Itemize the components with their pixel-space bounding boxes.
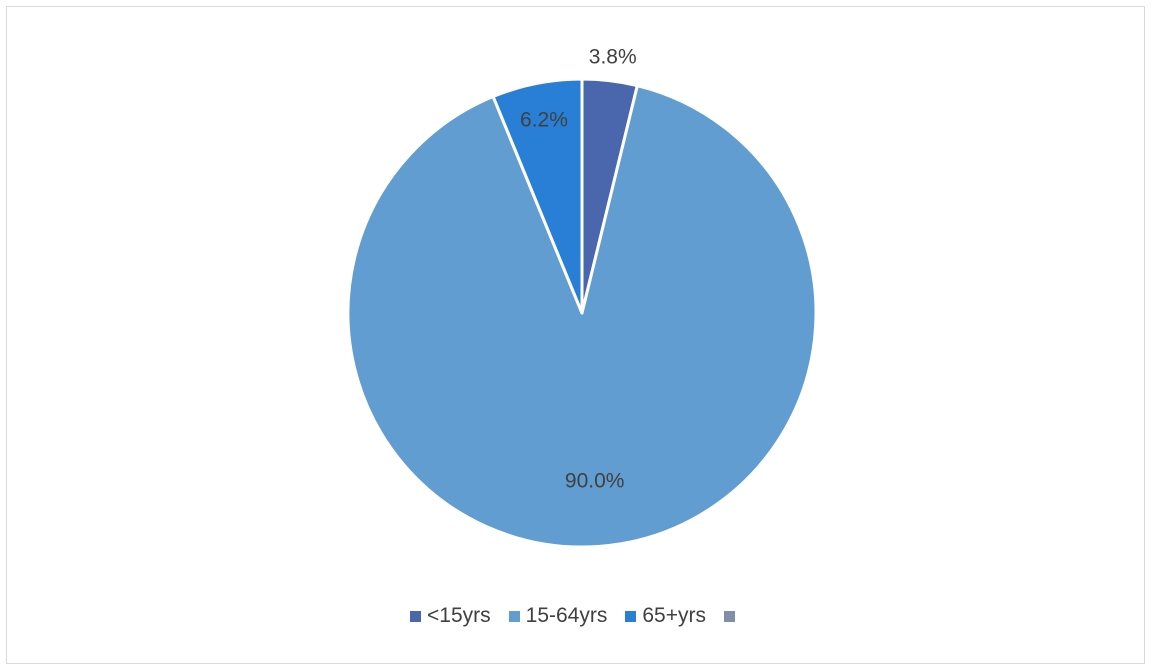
legend-swatch [723, 610, 735, 622]
pie-data-label: 3.8% [589, 45, 637, 68]
legend-label: <15yrs [427, 604, 491, 627]
legend: <15yrs 15-64yrs 65+yrs [7, 603, 1144, 629]
legend-item: <15yrs [410, 603, 491, 629]
legend-item: 65+yrs [625, 603, 706, 629]
pie-slice [346, 84, 818, 549]
legend-swatch [625, 610, 637, 622]
pie-slices [346, 77, 818, 549]
pie-slice [491, 77, 584, 315]
pie-data-label: 90.0% [565, 470, 625, 493]
pie-data-label: 6.2% [520, 109, 568, 132]
chart-area: 3.8% 90.0% 6.2% <15yrs 15-64yrs 65+yrs [6, 6, 1145, 664]
legend-swatch [410, 610, 422, 622]
pie-data-labels: 3.8% 90.0% 6.2% [520, 45, 637, 492]
legend-item [723, 603, 741, 629]
legend-swatch [508, 610, 520, 622]
pie-chart: 3.8% 90.0% 6.2% [346, 45, 818, 549]
legend-label: 65+yrs [642, 604, 706, 627]
legend-item: 15-64yrs [508, 603, 608, 629]
legend-label: 15-64yrs [525, 604, 608, 627]
